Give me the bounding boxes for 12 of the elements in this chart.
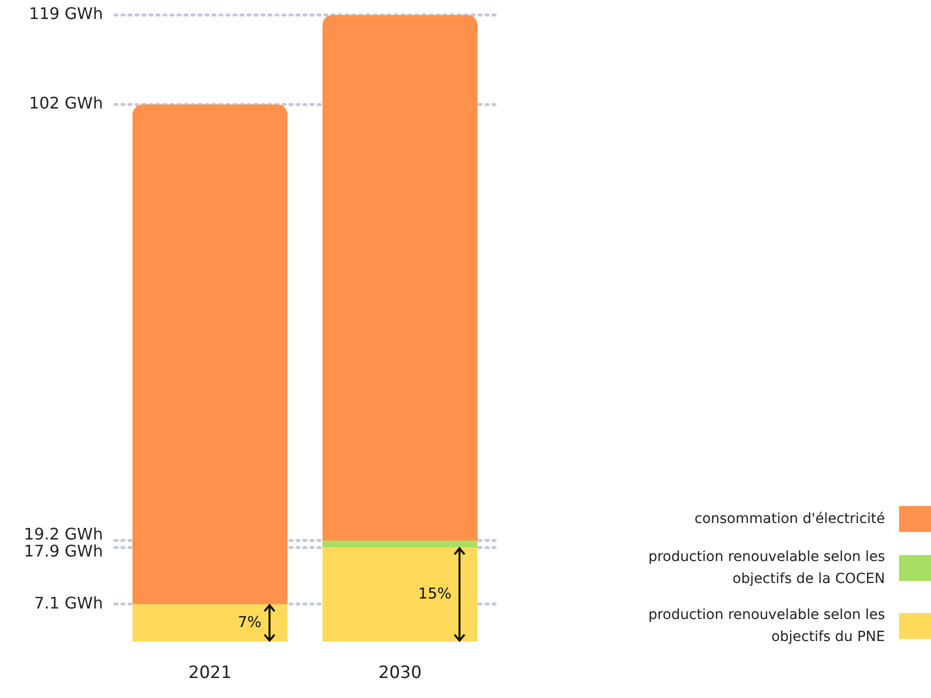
annotation: 7% xyxy=(238,612,262,631)
legend-label: consommation d'électricité xyxy=(694,510,885,529)
y-tick-label: 119 GWh xyxy=(29,4,103,24)
y-tick-label: 17.9 GWh xyxy=(24,542,103,561)
y-tick-label: 7.1 GWh xyxy=(34,593,103,612)
x-tick-label: 2030 xyxy=(378,663,422,684)
x-tick-label: 2021 xyxy=(188,663,232,684)
legend-label: production renouvelable selon les objectifs de la COCEN xyxy=(647,548,885,589)
y-tick-label: 19.2 GWh xyxy=(24,524,103,544)
y-tick-label: 102 GWh xyxy=(29,94,103,113)
legend-label: production renouvelable selon les objectifs du PNE xyxy=(647,606,885,647)
annotation: 15% xyxy=(418,584,452,602)
